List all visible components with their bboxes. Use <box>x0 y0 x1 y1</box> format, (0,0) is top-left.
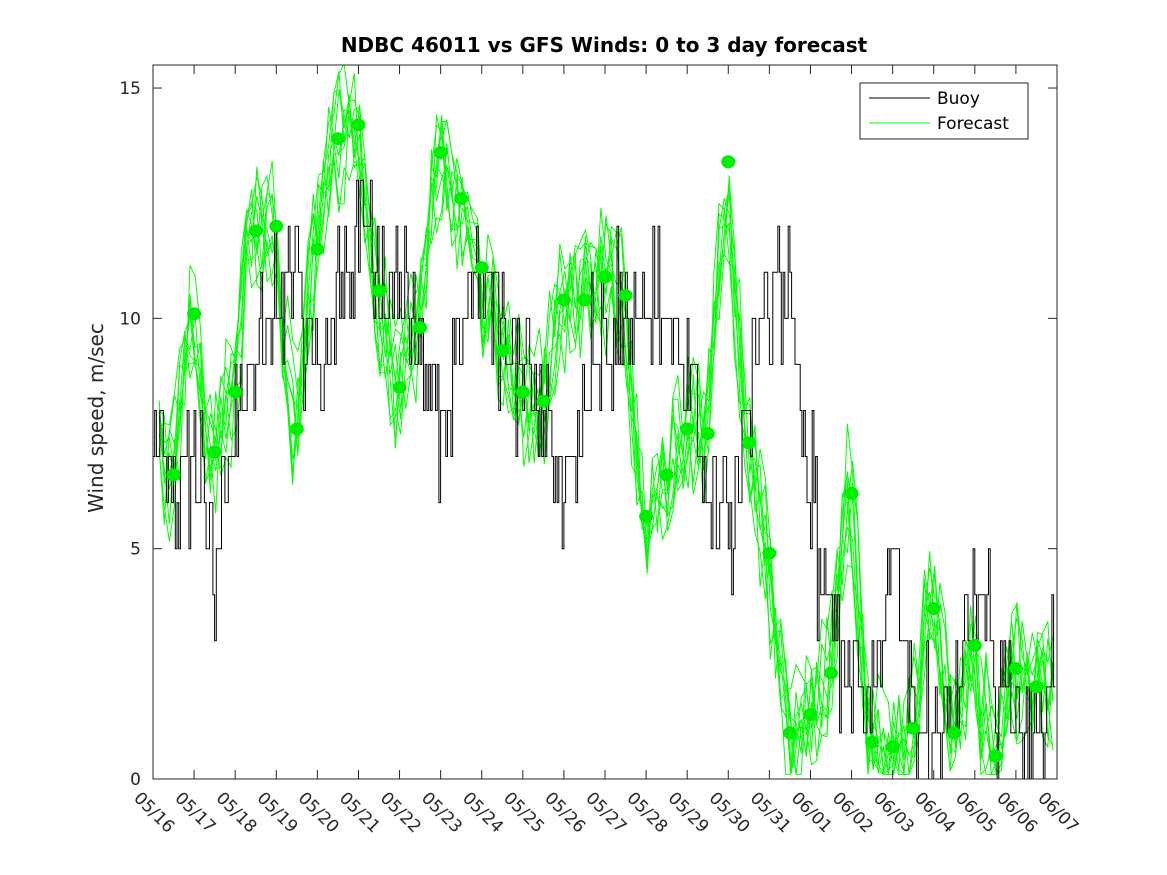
y-tick-label: 5 <box>130 540 141 560</box>
forecast-point <box>474 261 489 275</box>
forecast-point <box>248 224 263 238</box>
buoy-line-group <box>153 179 1056 779</box>
y-tick-label: 15 <box>119 79 141 99</box>
forecast-point <box>187 307 202 321</box>
forecast-point <box>330 132 345 146</box>
forecast-point <box>947 726 962 740</box>
forecast-line <box>158 120 1054 776</box>
forecast-point <box>289 422 304 436</box>
forecast-point <box>967 638 982 652</box>
buoy-line <box>153 179 1056 779</box>
forecast-point <box>618 288 633 302</box>
forecast-point <box>721 155 736 169</box>
forecast-point <box>413 321 428 335</box>
forecast-point <box>1029 680 1044 694</box>
forecast-point <box>803 708 818 722</box>
forecast-point <box>392 380 407 394</box>
forecast-point <box>906 721 921 735</box>
chart-title: NDBC 46011 vs GFS Winds: 0 to 3 day fore… <box>341 33 868 57</box>
forecast-point <box>741 436 756 450</box>
forecast-point <box>598 270 612 284</box>
plot-area <box>153 65 1057 779</box>
forecast-markers <box>166 118 1044 763</box>
forecast-point <box>700 427 715 441</box>
forecast-point <box>351 118 366 132</box>
forecast-point <box>926 602 941 616</box>
forecast-point <box>659 468 674 482</box>
forecast-point <box>885 740 900 754</box>
forecast-point <box>207 445 222 459</box>
forecast-point <box>433 146 448 160</box>
legend: Buoy Forecast <box>859 82 1029 140</box>
y-tick-label: 10 <box>119 309 141 329</box>
forecast-point <box>515 385 530 399</box>
forecast-point <box>166 468 181 482</box>
y-axis-label: Wind speed, m/sec <box>84 323 108 513</box>
forecast-point <box>680 422 695 436</box>
forecast-point <box>865 735 880 749</box>
forecast-line <box>158 99 1054 775</box>
forecast-point <box>556 293 571 307</box>
forecast-point <box>762 546 777 560</box>
y-tick-label: 0 <box>130 770 141 790</box>
forecast-point <box>988 749 1003 763</box>
axes-background <box>153 65 1057 779</box>
forecast-point <box>1008 661 1023 675</box>
forecast-point <box>454 192 469 206</box>
legend-label: Buoy <box>937 89 980 109</box>
forecast-point <box>495 344 510 358</box>
forecast-lines <box>158 65 1054 776</box>
forecast-point <box>844 486 859 500</box>
legend-label: Forecast <box>937 114 1009 134</box>
forecast-point <box>782 726 797 740</box>
forecast-point <box>536 394 551 408</box>
forecast-point <box>228 385 243 399</box>
forecast-point <box>310 242 325 256</box>
forecast-point <box>372 284 386 298</box>
forecast-point <box>269 219 284 233</box>
forecast-line <box>158 71 1054 776</box>
legend-box <box>859 82 1029 140</box>
forecast-point <box>577 293 592 307</box>
forecast-point <box>639 509 654 523</box>
forecast-point <box>824 666 838 680</box>
